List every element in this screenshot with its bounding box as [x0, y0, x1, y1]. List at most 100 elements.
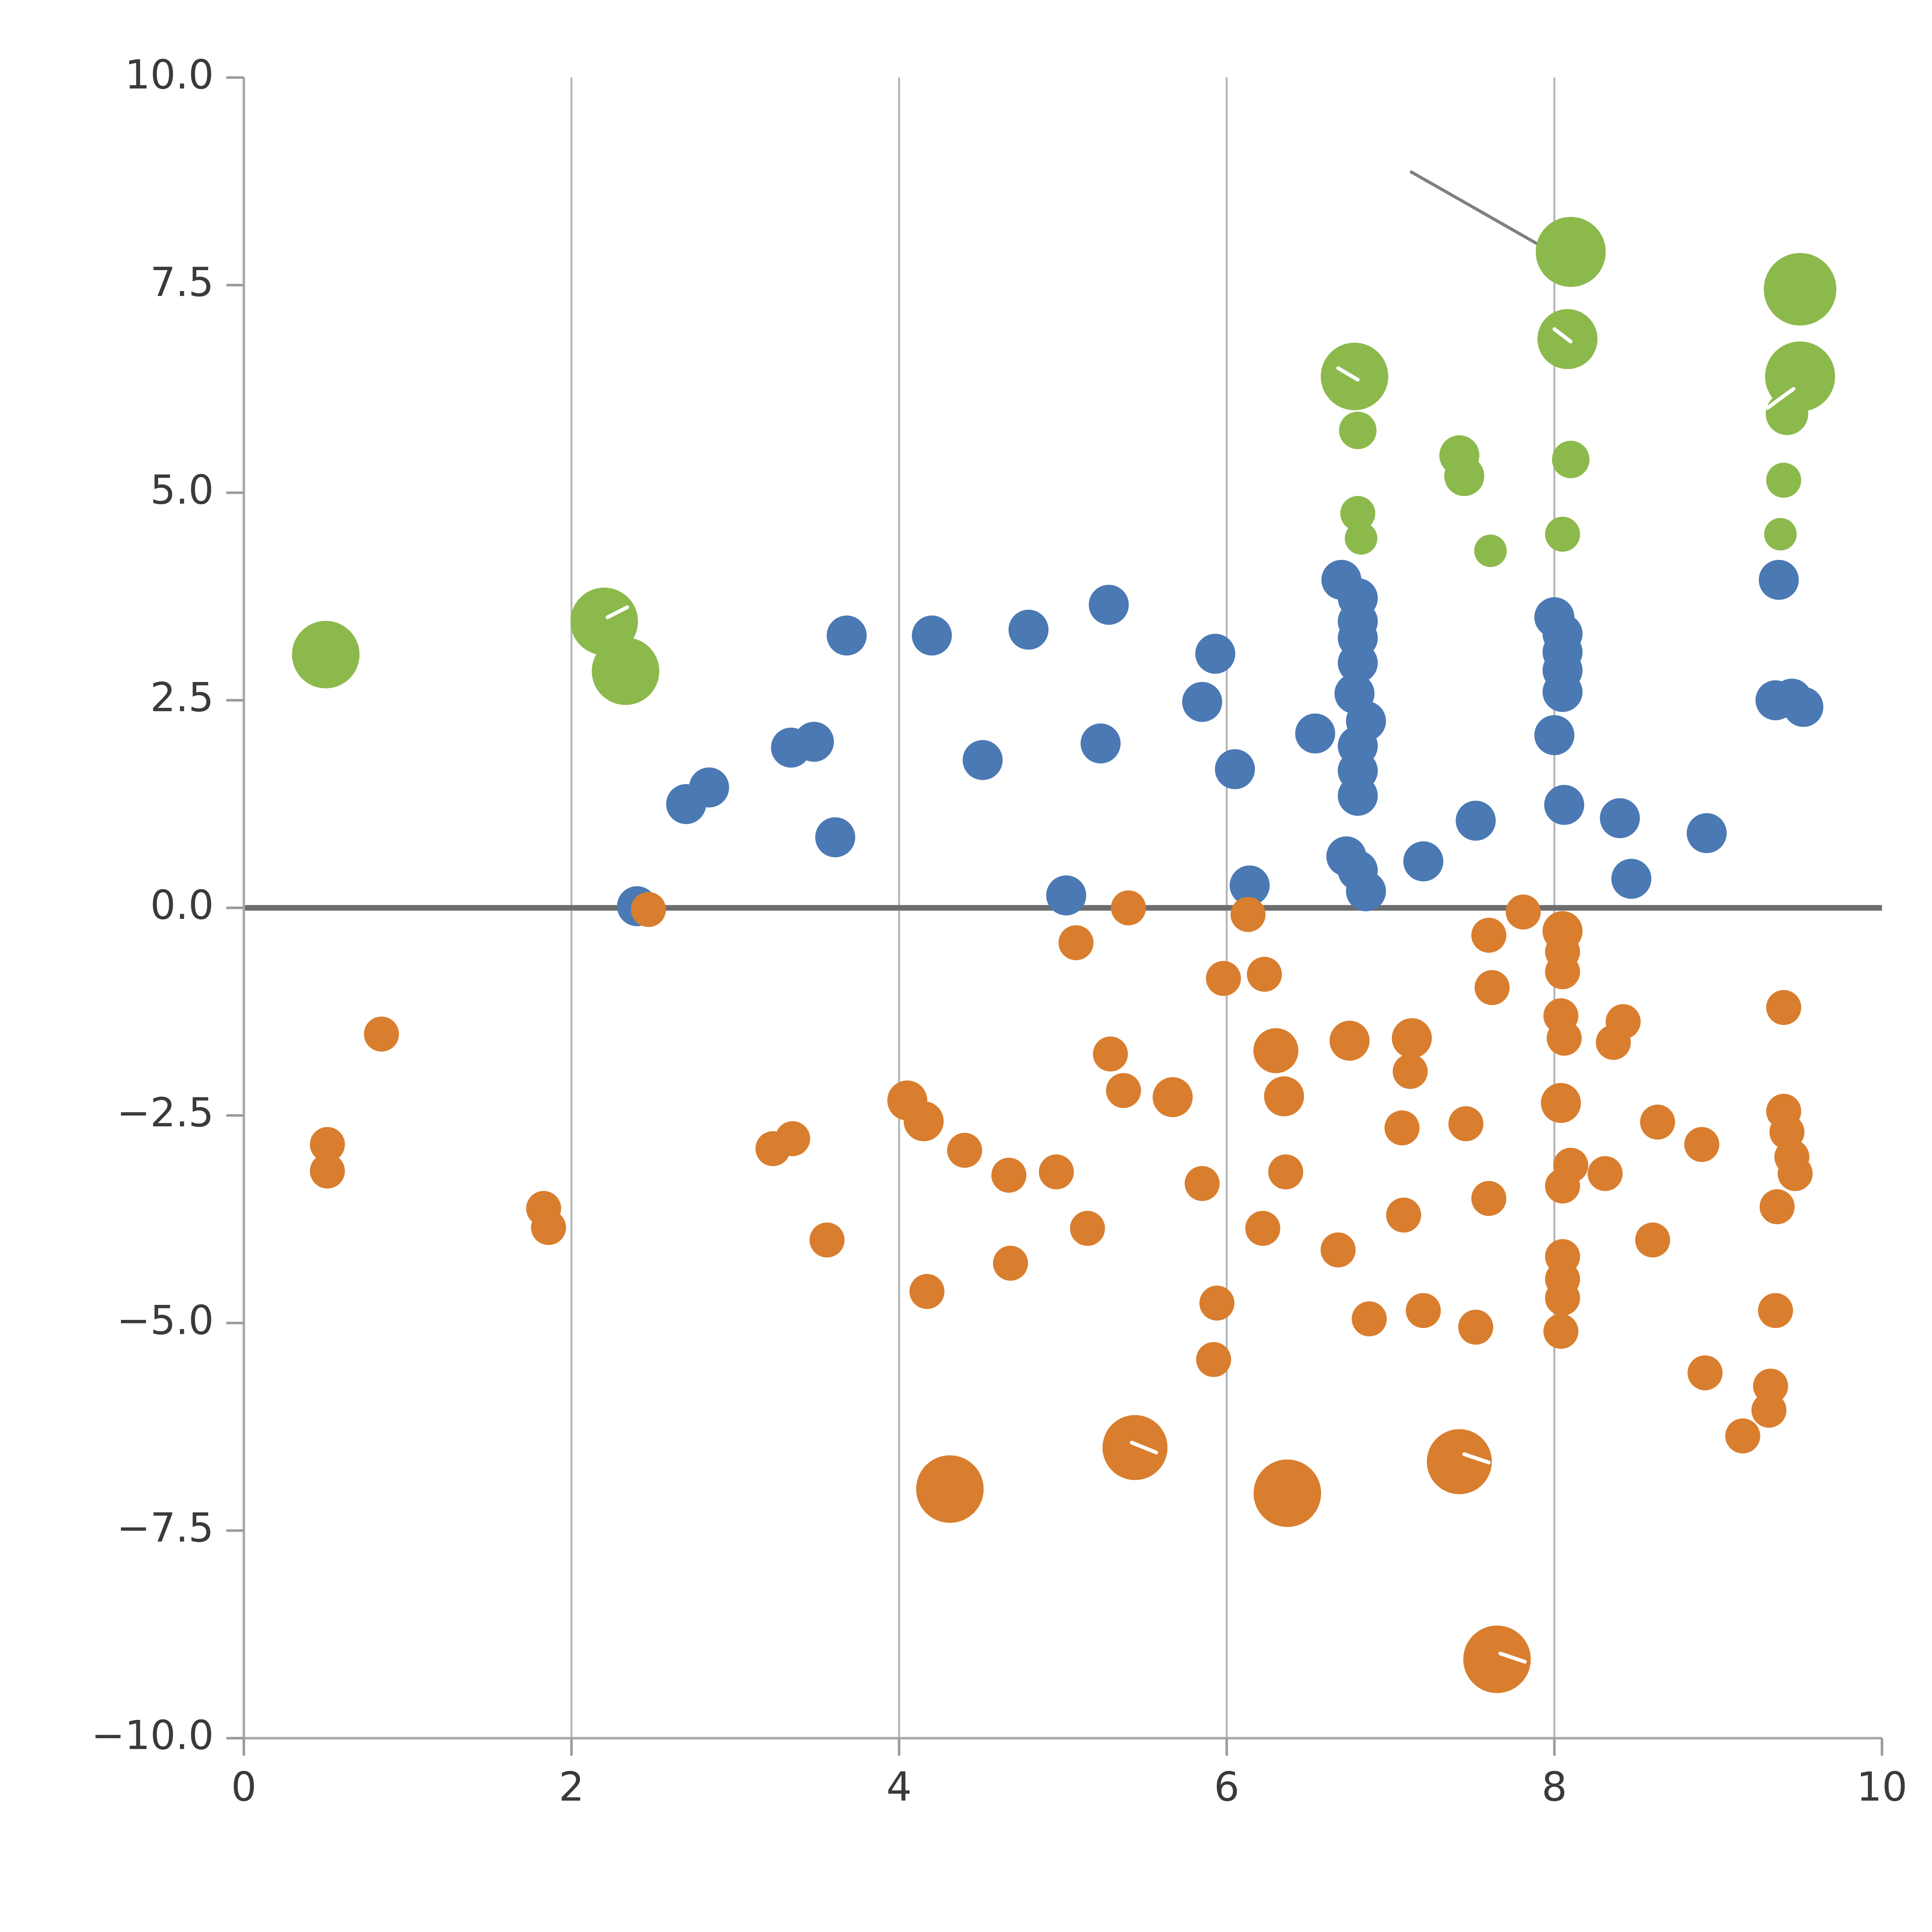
scatter-point-orange-dots: [1384, 1110, 1420, 1146]
x-tick-label: 6: [1214, 1764, 1240, 1810]
scatter-point-orange-dots: [1427, 1429, 1492, 1494]
scatter-point-orange-dots: [1352, 1301, 1387, 1337]
scatter-point-blue-dots: [963, 740, 1003, 780]
scatter-point-orange-dots: [1448, 1106, 1484, 1141]
white-dash-artifact: [1498, 1651, 1527, 1664]
y-tick-label: −10.0: [91, 1713, 214, 1759]
x-tick-label: 4: [886, 1764, 912, 1810]
scatter-point-orange-dots: [947, 1133, 982, 1168]
scatter-point-blue-dots: [1215, 749, 1255, 789]
scatter-point-blue-dots: [1534, 715, 1575, 755]
scatter-point-green-bubbles: [1764, 518, 1797, 551]
scatter-point-orange-dots: [1475, 970, 1510, 1005]
scatter-point-orange-dots: [1058, 925, 1094, 961]
scatter-point-blue-dots: [912, 615, 952, 656]
x-tick-label: 0: [231, 1764, 257, 1810]
scatter-point-green-bubbles: [1536, 217, 1606, 287]
scatter-point-orange-dots: [1320, 1232, 1356, 1268]
scatter-point-orange-dots: [1106, 1073, 1141, 1108]
scatter-point-blue-dots: [1182, 682, 1222, 722]
scatter-point-orange-dots: [1684, 1127, 1719, 1162]
scatter-point-blue-dots: [689, 767, 729, 808]
scatter-point-orange-dots: [1196, 1342, 1231, 1377]
scatter-point-blue-dots: [1295, 713, 1335, 754]
scatter-point-orange-dots: [993, 1245, 1028, 1281]
scatter-point-orange-dots: [1329, 1020, 1370, 1061]
scatter-point-orange-dots: [1758, 1293, 1793, 1328]
scatter-point-orange-dots: [310, 1127, 345, 1162]
scatter-point-green-bubbles: [1345, 522, 1378, 555]
scatter-point-orange-dots: [631, 892, 666, 927]
scatter-point-orange-dots: [1111, 890, 1146, 925]
scatter-point-orange-dots: [1545, 1281, 1580, 1316]
scatter-point-orange-dots: [1199, 1286, 1235, 1321]
scatter-point-orange-dots: [1587, 1156, 1623, 1191]
scatter-point-green-bubbles: [1545, 517, 1580, 552]
scatter-point-orange-dots: [1070, 1211, 1105, 1246]
scatter-point-orange-dots: [1392, 1018, 1432, 1058]
scatter-point-blue-dots: [1080, 723, 1121, 764]
scatter-point-orange-dots: [1725, 1418, 1760, 1454]
x-tick-label: 2: [559, 1764, 584, 1810]
scatter-point-orange-dots: [1766, 990, 1801, 1025]
scatter-point-orange-dots: [991, 1158, 1027, 1193]
scatter-point-orange-dots: [1753, 1368, 1788, 1404]
scatter-point-orange-dots: [1640, 1104, 1675, 1140]
scatter-point-orange-dots: [1545, 1168, 1580, 1204]
scatter-point-orange-dots: [1543, 1314, 1578, 1349]
scatter-point-green-bubbles: [1474, 534, 1507, 567]
scatter-point-green-bubbles: [1766, 463, 1801, 498]
scatter-point-orange-dots: [1102, 1415, 1168, 1480]
scatter-point-green-bubbles: [1339, 412, 1377, 449]
scatter-point-green-bubbles: [592, 637, 660, 705]
scatter-point-blue-dots: [1600, 798, 1640, 838]
scatter-point-blue-dots: [1088, 585, 1129, 625]
scatter-point-orange-dots: [1687, 1355, 1723, 1391]
scatter-point-orange-dots: [1245, 1211, 1281, 1246]
scatter-point-blue-dots: [1338, 776, 1378, 816]
y-tick-label: 0.0: [150, 882, 214, 929]
scatter-point-orange-dots: [1471, 918, 1507, 953]
scatter-point-orange-dots: [1184, 1166, 1220, 1201]
scatter-point-orange-dots: [310, 1153, 345, 1189]
scatter-point-blue-dots: [1195, 634, 1235, 674]
x-tick-label: 8: [1542, 1764, 1567, 1810]
scatter-point-orange-dots: [1268, 1154, 1303, 1190]
scatter-point-orange-dots: [1093, 1036, 1128, 1072]
scatter-point-blue-dots: [1783, 687, 1823, 727]
scatter-point-blue-dots: [1009, 609, 1049, 650]
scatter-point-blue-dots: [815, 817, 855, 857]
scatter-point-blue-dots: [1544, 785, 1584, 825]
scatter-point-orange-dots: [810, 1222, 845, 1258]
scatter-point-orange-dots: [1635, 1222, 1670, 1258]
scatter-point-orange-dots: [1247, 957, 1282, 992]
scatter-point-orange-dots: [1406, 1293, 1441, 1328]
y-tick-label: −5.0: [117, 1297, 214, 1344]
y-tick-label: 10.0: [125, 52, 214, 98]
scatter-point-orange-dots: [1471, 1181, 1507, 1216]
scatter-point-orange-dots: [1545, 954, 1580, 990]
y-tick-label: −7.5: [117, 1505, 214, 1551]
scatter-point-blue-dots: [1543, 672, 1583, 712]
scatter-point-blue-dots: [1046, 875, 1087, 916]
white-dash-artifact: [1546, 1406, 1553, 1425]
white-dash-artifact: [1765, 387, 1796, 410]
y-tick-label: 5.0: [150, 467, 214, 513]
y-tick-label: −2.5: [117, 1090, 214, 1136]
white-dash-artifact: [1552, 327, 1573, 344]
scatter-point-green-bubbles: [1552, 440, 1590, 478]
scatter-point-orange-dots: [1253, 1459, 1321, 1527]
scatter-point-orange-dots: [775, 1121, 810, 1156]
scatter-point-green-bubbles: [1444, 456, 1485, 496]
scatter-point-orange-dots: [1386, 1197, 1421, 1233]
scatter-point-blue-dots: [1403, 841, 1444, 881]
scatter-point-orange-dots: [1759, 1189, 1795, 1225]
scatter-point-orange-dots: [1463, 1625, 1531, 1693]
scatter-point-orange-dots: [1458, 1310, 1493, 1345]
scatter-point-orange-dots: [1230, 897, 1266, 932]
scatter-point-blue-dots: [1611, 859, 1651, 899]
scatter-point-green-bubbles: [1765, 392, 1808, 435]
scatter-point-orange-dots: [1253, 1028, 1299, 1073]
scatter-point-green-bubbles: [1764, 253, 1837, 326]
